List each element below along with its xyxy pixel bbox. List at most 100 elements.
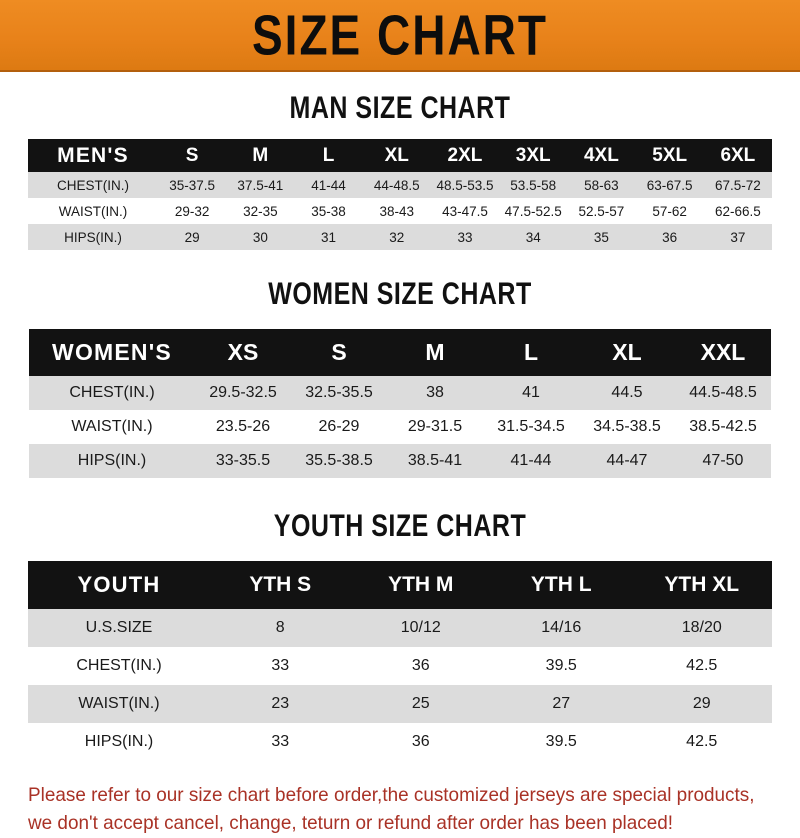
table-row: CHEST(IN.) 33 36 39.5 42.5 bbox=[28, 647, 772, 685]
men-size-table: MEN'S S M L XL 2XL 3XL 4XL 5XL 6XL CHEST(IN.) 35-37… bbox=[28, 139, 772, 250]
men-row-label: HIPS(IN.) bbox=[28, 224, 158, 250]
table-row: WAIST(IN.) 23 25 27 29 bbox=[28, 685, 772, 723]
table-cell: 39.5 bbox=[491, 723, 632, 761]
table-row: HIPS(IN.) 29 30 31 32 33 34 35 36 37 bbox=[28, 224, 772, 250]
women-row-label: CHEST(IN.) bbox=[29, 376, 195, 410]
women-column-header: S bbox=[291, 329, 387, 376]
table-cell: 26-29 bbox=[291, 410, 387, 444]
table-cell: 30 bbox=[226, 224, 295, 250]
women-column-header: L bbox=[483, 329, 579, 376]
table-cell: 34.5-38.5 bbox=[579, 410, 675, 444]
table-cell: 10/12 bbox=[350, 609, 491, 647]
table-cell: 44-47 bbox=[579, 444, 675, 478]
youth-row-label: CHEST(IN.) bbox=[28, 647, 210, 685]
table-cell: 27 bbox=[491, 685, 632, 723]
table-cell: 35-38 bbox=[294, 198, 363, 224]
table-cell: 47-50 bbox=[675, 444, 771, 478]
youth-row-label: WAIST(IN.) bbox=[28, 685, 210, 723]
table-cell: 31 bbox=[294, 224, 363, 250]
table-cell: 39.5 bbox=[491, 647, 632, 685]
youth-column-header: YTH S bbox=[210, 561, 351, 609]
youth-table-corner-label: YOUTH bbox=[28, 561, 210, 609]
table-row: CHEST(IN.) 29.5-32.5 32.5-35.5 38 41 44.5 44.5… bbox=[29, 376, 771, 410]
table-cell: 41 bbox=[483, 376, 579, 410]
youth-row-label: HIPS(IN.) bbox=[28, 723, 210, 761]
men-table-corner-label: MEN'S bbox=[28, 139, 158, 172]
order-policy-note-line-2: we don't accept cancel, change, teturn o… bbox=[28, 812, 674, 835]
table-cell: 35-37.5 bbox=[158, 172, 227, 198]
table-row: WAIST(IN.) 23.5-26 26-29 29-31.5 31.5-34.5 34… bbox=[29, 410, 771, 444]
table-cell: 48.5-53.5 bbox=[430, 172, 500, 198]
table-row: HIPS(IN.) 33 36 39.5 42.5 bbox=[28, 723, 772, 761]
table-cell: 29.5-32.5 bbox=[195, 376, 291, 410]
table-cell: 23.5-26 bbox=[195, 410, 291, 444]
men-column-header: 3XL bbox=[499, 139, 568, 172]
table-cell: 35 bbox=[567, 224, 636, 250]
men-column-header: 5XL bbox=[635, 139, 704, 172]
men-column-header: 2XL bbox=[430, 139, 500, 172]
table-cell: 38.5-41 bbox=[387, 444, 483, 478]
youth-column-header: YTH XL bbox=[631, 561, 772, 609]
table-cell: 18/20 bbox=[631, 609, 772, 647]
women-row-label: WAIST(IN.) bbox=[29, 410, 195, 444]
table-cell: 8 bbox=[210, 609, 351, 647]
table-cell: 32 bbox=[362, 224, 431, 250]
table-cell: 34 bbox=[499, 224, 568, 250]
table-cell: 29-31.5 bbox=[387, 410, 483, 444]
table-cell: 44.5-48.5 bbox=[675, 376, 771, 410]
table-cell: 42.5 bbox=[631, 647, 772, 685]
table-cell: 33-35.5 bbox=[195, 444, 291, 478]
table-cell: 14/16 bbox=[491, 609, 632, 647]
women-row-label: HIPS(IN.) bbox=[29, 444, 195, 478]
table-row: HIPS(IN.) 33-35.5 35.5-38.5 38.5-41 41-44 44-… bbox=[29, 444, 771, 478]
table-cell: 23 bbox=[210, 685, 351, 723]
table-cell: 67.5-72 bbox=[703, 172, 772, 198]
women-column-header: XL bbox=[579, 329, 675, 376]
men-column-header: 4XL bbox=[567, 139, 636, 172]
men-table-header-row: MEN'S S M L XL 2XL 3XL 4XL 5XL 6XL bbox=[28, 139, 772, 172]
table-cell: 44.5 bbox=[579, 376, 675, 410]
table-cell: 33 bbox=[210, 647, 351, 685]
table-cell: 31.5-34.5 bbox=[483, 410, 579, 444]
men-column-header: S bbox=[158, 139, 227, 172]
table-cell: 29 bbox=[158, 224, 227, 250]
women-column-header: XXL bbox=[675, 329, 771, 376]
table-cell: 35.5-38.5 bbox=[291, 444, 387, 478]
table-cell: 63-67.5 bbox=[635, 172, 704, 198]
youth-row-label: U.S.SIZE bbox=[28, 609, 210, 647]
youth-table-header-row: YOUTH YTH S YTH M YTH L YTH XL bbox=[28, 561, 772, 609]
table-cell: 42.5 bbox=[631, 723, 772, 761]
section-man: MAN SIZE CHART MEN'S S M L XL 2XL 3XL 4XL 5XL 6XL… bbox=[0, 92, 800, 250]
order-policy-note-line-1: Please refer to our size chart before or… bbox=[28, 784, 755, 806]
table-cell: 62-66.5 bbox=[703, 198, 772, 224]
table-cell: 38-43 bbox=[362, 198, 431, 224]
table-cell: 29-32 bbox=[158, 198, 227, 224]
youth-size-table: YOUTH YTH S YTH M YTH L YTH XL U.S.SIZE 8 10/12… bbox=[28, 561, 772, 761]
women-column-header: M bbox=[387, 329, 483, 376]
women-table-header-row: WOMEN'S XS S M L XL XXL bbox=[29, 329, 771, 376]
women-table-corner-label: WOMEN'S bbox=[29, 329, 195, 376]
table-cell: 25 bbox=[350, 685, 491, 723]
table-cell: 58-63 bbox=[567, 172, 636, 198]
table-cell: 41-44 bbox=[483, 444, 579, 478]
table-cell: 37.5-41 bbox=[226, 172, 295, 198]
table-cell: 33 bbox=[430, 224, 500, 250]
men-row-label: WAIST(IN.) bbox=[28, 198, 158, 224]
table-cell: 36 bbox=[350, 647, 491, 685]
section-women: WOMEN SIZE CHART WOMEN'S XS S M L XL XXL CHEST(… bbox=[0, 276, 800, 478]
youth-column-header: YTH M bbox=[350, 561, 491, 609]
table-cell: 38.5-42.5 bbox=[675, 410, 771, 444]
section-title-women: WOMEN SIZE CHART bbox=[268, 276, 532, 312]
table-cell: 38 bbox=[387, 376, 483, 410]
men-column-header: L bbox=[294, 139, 363, 172]
table-row: U.S.SIZE 8 10/12 14/16 18/20 bbox=[28, 609, 772, 647]
women-size-table: WOMEN'S XS S M L XL XXL CHEST(IN.) 29.5-32.5 32.5… bbox=[29, 329, 771, 478]
table-cell: 29 bbox=[631, 685, 772, 723]
section-title-youth: YOUTH SIZE CHART bbox=[273, 508, 527, 544]
page-title: SIZE CHART bbox=[252, 3, 548, 67]
order-policy-note: Please refer to our size chart before or… bbox=[28, 781, 755, 838]
table-cell: 32-35 bbox=[226, 198, 295, 224]
table-cell: 53.5-58 bbox=[499, 172, 568, 198]
table-cell: 37 bbox=[703, 224, 772, 250]
table-cell: 36 bbox=[350, 723, 491, 761]
